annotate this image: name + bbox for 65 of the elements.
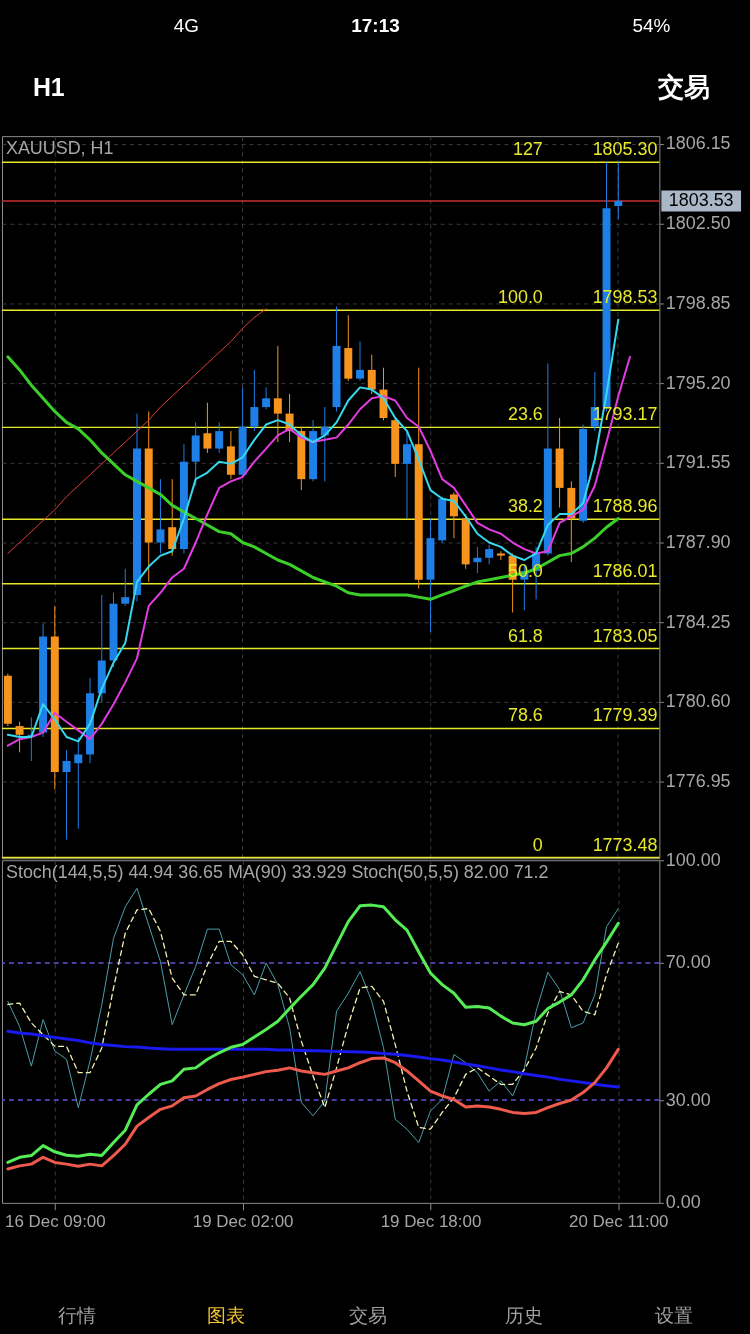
candlestick: [250, 369, 259, 432]
y-tick-label: 70.00: [665, 952, 711, 973]
candlestick: [485, 544, 494, 565]
y-tick-label: 30.00: [665, 1089, 711, 1110]
candlestick: [168, 478, 177, 557]
candlestick: [403, 430, 411, 519]
candlestick: [496, 550, 505, 561]
annotation: 127: [512, 139, 543, 160]
y-tick-label: 1791.55: [665, 452, 731, 473]
candlestick: [62, 749, 71, 841]
annotation: 100.0: [498, 287, 543, 308]
annotation: 61.8: [507, 625, 543, 646]
ref-line-label: 1788.96: [592, 496, 658, 517]
chart-title: XAUUSD, H1: [5, 138, 114, 159]
candlestick: [614, 161, 623, 220]
candlestick: [15, 721, 24, 753]
text: 交易: [348, 1305, 387, 1327]
text: 图表: [207, 1305, 246, 1327]
y-tick-label: 1802.50: [665, 213, 731, 233]
line-series: [6, 1029, 620, 1089]
text: 交易: [657, 73, 711, 102]
line-series: [6, 1047, 620, 1171]
annotation: 78.6: [507, 705, 543, 726]
text: 4G: [173, 14, 199, 36]
y-tick-label: 1798.85: [665, 292, 731, 313]
text: 54%: [632, 14, 671, 36]
annotation: 0: [532, 834, 543, 855]
y-tick-label: 1784.25: [665, 611, 731, 632]
y-tick-label: 100.00: [665, 849, 721, 870]
ref-line-label: 1803.53: [668, 190, 734, 210]
candlestick: [203, 402, 212, 454]
ref-line-label: 1779.39: [592, 705, 658, 726]
text: 行情: [57, 1305, 96, 1327]
candlestick: [262, 386, 271, 410]
candlestick: [367, 354, 376, 395]
candlestick: [356, 341, 365, 382]
y-tick-label: 1776.95: [665, 771, 731, 792]
ref-line-label: 1805.30: [592, 139, 658, 160]
y-tick-label: 1806.15: [665, 133, 731, 154]
y-tick-label: 1787.90: [665, 532, 731, 552]
x-tick-label: 19 Dec 18:00: [380, 1212, 482, 1232]
ref-line-label: 1786.01: [592, 560, 658, 581]
candlestick: [74, 736, 83, 830]
line-series: [7, 308, 267, 554]
annotation: 38.2: [507, 496, 543, 517]
y-tick-label: 0.00: [665, 1192, 701, 1213]
candlestick: [215, 421, 224, 454]
candlestick: [156, 478, 165, 554]
text: 历史: [504, 1305, 543, 1327]
text: 17:13: [351, 14, 400, 36]
x-tick-label: 16 Dec 09:00: [4, 1212, 106, 1232]
x-tick-label: 19 Dec 02:00: [192, 1212, 294, 1232]
annotation: 50.0: [507, 560, 543, 581]
text: 设置: [655, 1305, 694, 1327]
ref-line-label: 1783.05: [592, 625, 658, 646]
candlestick: [473, 546, 482, 574]
y-tick-label: 1795.20: [665, 372, 731, 393]
y-tick-label: 1780.60: [665, 691, 731, 712]
candlestick: [273, 345, 282, 443]
x-tick-label: 20 Dec 11:00: [569, 1212, 669, 1232]
annotation: 23.6: [507, 404, 543, 425]
candlestick: [121, 568, 130, 607]
chart-title: Stoch(144,5,5) 44.94 36.65 MA(90) 33.929 Stoch(50,5,5) 82.00 71.2: [5, 862, 549, 883]
text: H1: [32, 73, 65, 102]
ref-line-label: 1773.48: [592, 834, 658, 855]
